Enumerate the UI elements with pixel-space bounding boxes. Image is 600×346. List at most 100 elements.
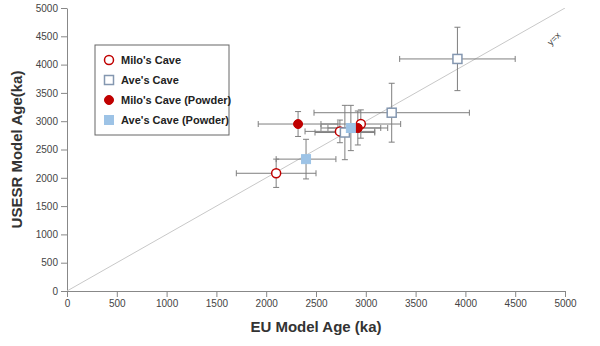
legend-item: Milo's Cave bbox=[105, 54, 182, 66]
x-tick: 4500 bbox=[505, 291, 528, 309]
data-point bbox=[272, 169, 281, 178]
x-tick: 2500 bbox=[305, 291, 328, 309]
x-axis-title: EU Model Age (ka) bbox=[250, 318, 381, 335]
x-error-cap bbox=[236, 170, 237, 176]
x-tick-label: 2500 bbox=[305, 298, 328, 309]
data-point bbox=[302, 155, 311, 164]
x-error-cap bbox=[316, 170, 317, 176]
legend-label: Milo's Cave bbox=[121, 54, 181, 66]
x-axis: 0 500 1000 1500 2000 2500 3000 3500 4000 4500 5000 bbox=[65, 291, 577, 309]
x-tick-mark bbox=[167, 291, 168, 297]
y-tick: 1000 bbox=[36, 229, 67, 240]
y-error-cap bbox=[348, 105, 354, 106]
x-tick-label: 1000 bbox=[156, 298, 179, 309]
x-tick-mark bbox=[565, 291, 566, 297]
x-error-cap bbox=[320, 125, 321, 131]
x-tick-mark bbox=[465, 291, 466, 297]
y-tick-label: 1000 bbox=[36, 229, 59, 240]
x-tick: 1000 bbox=[156, 291, 179, 309]
x-tick: 2000 bbox=[256, 291, 279, 309]
legend-item: Ave's Cave bbox=[105, 74, 179, 86]
x-error-cap bbox=[337, 121, 338, 127]
x-error-cap bbox=[258, 121, 259, 127]
y-tick: 3000 bbox=[36, 116, 67, 127]
data-point bbox=[294, 120, 303, 129]
y-tick-mark bbox=[61, 65, 67, 66]
legend-marker bbox=[105, 116, 114, 125]
y-tick-label: 500 bbox=[41, 257, 58, 268]
chart-svg: 0500100015002000250030003500400045005000… bbox=[0, 0, 600, 346]
y-axis: 0 500 1000 1500 2000 2500 3000 3500 4000 4500 5000 bbox=[36, 3, 68, 297]
x-error-cap bbox=[399, 56, 400, 62]
y-tick-label: 5000 bbox=[36, 3, 59, 14]
x-error-cap bbox=[515, 56, 516, 62]
x-tick-mark bbox=[515, 291, 516, 297]
x-error-cap bbox=[380, 125, 381, 131]
x-tick-label: 500 bbox=[109, 298, 126, 309]
y-error-cap bbox=[454, 90, 460, 91]
x-tick-label: 4000 bbox=[455, 298, 478, 309]
y-tick: 5000 bbox=[36, 3, 67, 14]
data-point bbox=[387, 108, 396, 117]
y-tick-label: 4500 bbox=[36, 31, 59, 42]
x-tick: 3500 bbox=[405, 291, 428, 309]
y-tick-mark bbox=[61, 263, 67, 264]
y-tick: 2000 bbox=[36, 173, 67, 184]
y-tick-label: 3500 bbox=[36, 88, 59, 99]
y-error-cap bbox=[303, 178, 309, 179]
y-tick-mark bbox=[61, 8, 67, 9]
reference-line bbox=[67, 8, 565, 291]
y-tick-label: 1500 bbox=[36, 201, 59, 212]
y-error-cap bbox=[342, 105, 348, 106]
y-error-cap bbox=[295, 136, 301, 137]
legend-item: Milo's Cave (Powder) bbox=[105, 94, 232, 106]
y-tick-label: 2500 bbox=[36, 144, 59, 155]
x-tick-label: 3500 bbox=[405, 298, 428, 309]
x-error-cap bbox=[314, 110, 315, 116]
y-axis-line bbox=[67, 9, 68, 292]
legend: Milo's Cave Ave's Cave Milo's Cave (Powder… bbox=[95, 45, 232, 135]
x-error-cap bbox=[315, 130, 316, 136]
y-tick-mark bbox=[61, 206, 67, 207]
x-error-cap bbox=[335, 156, 336, 162]
y-tick-mark bbox=[61, 36, 67, 37]
y-tick-label: 0 bbox=[52, 286, 58, 297]
x-tick-mark bbox=[316, 291, 317, 297]
data-layer bbox=[67, 8, 565, 291]
x-error-cap bbox=[387, 125, 388, 131]
x-error-cap bbox=[469, 110, 470, 116]
x-tick-label: 1500 bbox=[206, 298, 229, 309]
x-tick-label: 3000 bbox=[355, 298, 378, 309]
x-tick-label: 4500 bbox=[505, 298, 528, 309]
y-tick: 500 bbox=[41, 257, 67, 268]
y-error-cap bbox=[355, 144, 361, 145]
y-tick-mark bbox=[61, 93, 67, 94]
reference-line-label: y=x bbox=[545, 30, 563, 48]
y-tick-mark bbox=[61, 150, 67, 151]
y-tick-mark bbox=[61, 291, 67, 292]
x-tick-mark bbox=[366, 291, 367, 297]
x-error-cap bbox=[305, 128, 306, 134]
y-tick: 0 bbox=[52, 286, 67, 297]
legend-item: Ave's Cave (Powder) bbox=[105, 114, 230, 126]
x-tick-mark bbox=[416, 291, 417, 297]
x-error-cap bbox=[400, 121, 401, 127]
y-tick-mark bbox=[61, 178, 67, 179]
y-tick: 4000 bbox=[36, 59, 67, 70]
x-tick-label: 0 bbox=[65, 298, 71, 309]
legend-marker bbox=[105, 76, 114, 85]
plot-area: 0500100015002000250030003500400045005000… bbox=[36, 3, 577, 309]
x-tick: 5000 bbox=[554, 291, 577, 309]
x-tick-label: 2000 bbox=[256, 298, 279, 309]
y-tick-label: 2000 bbox=[36, 173, 59, 184]
data-point bbox=[453, 54, 462, 63]
x-error-cap bbox=[276, 156, 277, 162]
legend-label: Ave's Cave bbox=[121, 74, 179, 86]
x-tick-mark bbox=[67, 291, 68, 297]
y-error-cap bbox=[358, 109, 364, 110]
y-error-cap bbox=[273, 187, 279, 188]
y-error-cap bbox=[358, 138, 364, 139]
legend-marker bbox=[105, 56, 114, 65]
x-tick: 3000 bbox=[355, 291, 378, 309]
x-tick: 500 bbox=[109, 291, 126, 309]
